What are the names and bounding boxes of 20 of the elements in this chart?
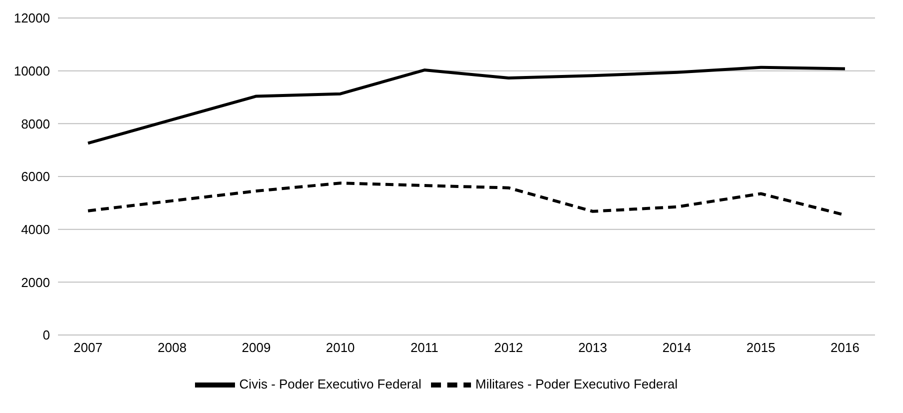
y-tick-label: 2000 <box>21 274 50 290</box>
legend-label: Civis - Poder Executivo Federal <box>239 376 422 392</box>
y-tick-label: 10000 <box>14 63 50 78</box>
y-tick-label: 6000 <box>21 169 50 184</box>
x-tick-label: 2016 <box>830 340 860 356</box>
y-tick-label: 0 <box>42 328 50 343</box>
legend-label: Militares - Poder Executivo Federal <box>475 376 678 392</box>
x-tick-label: 2015 <box>746 340 776 356</box>
x-tick-label: 2010 <box>326 340 355 356</box>
x-tick-label: 2014 <box>662 340 692 356</box>
x-tick-label: 2007 <box>74 340 102 356</box>
x-tick-label: 2011 <box>410 340 438 356</box>
x-tick-label: 2009 <box>242 340 271 356</box>
line-series <box>86 66 846 145</box>
y-tick-label: 8000 <box>21 116 50 132</box>
x-tick-label: 2013 <box>578 340 608 356</box>
x-tick-label: 2008 <box>158 340 187 356</box>
y-tick-label: 12000 <box>14 10 50 26</box>
x-tick-label: 2012 <box>494 340 524 356</box>
y-tick-label: 4000 <box>21 222 50 237</box>
